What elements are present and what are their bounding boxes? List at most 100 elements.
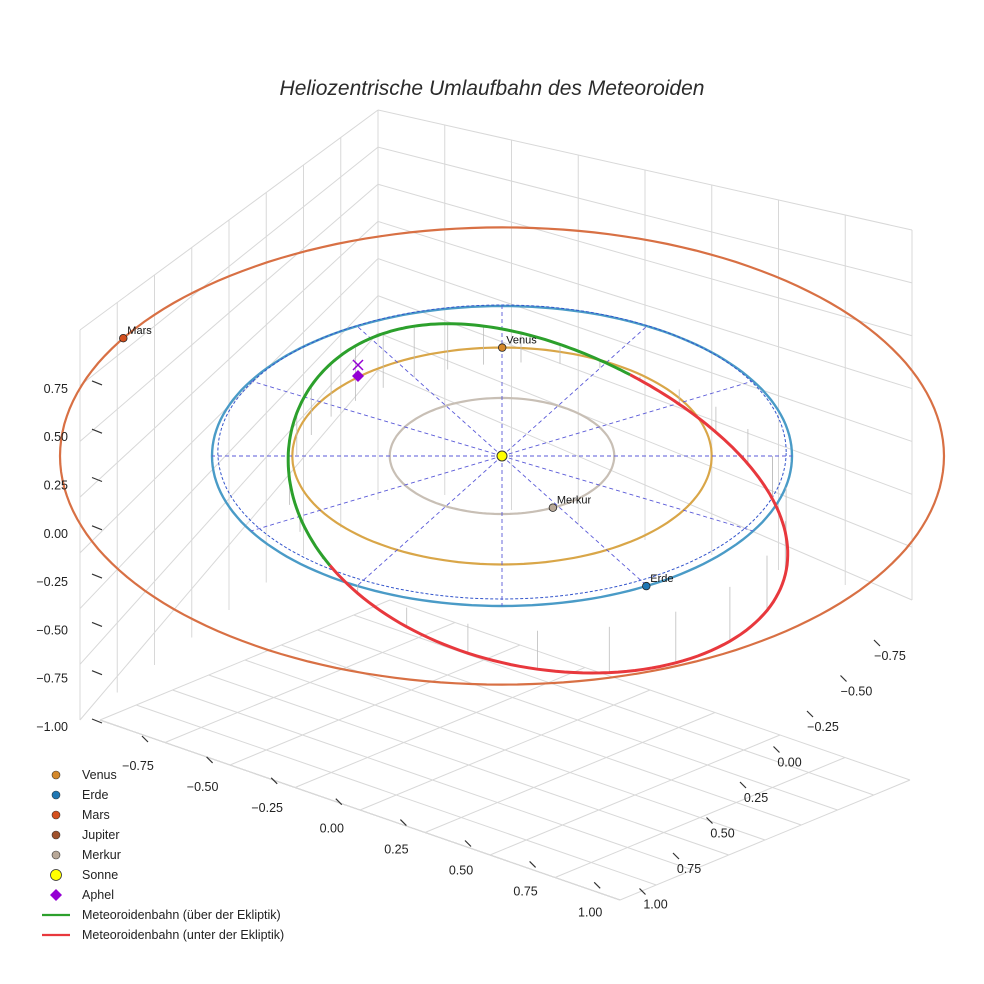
grid-line (389, 599, 911, 781)
legend-label: Jupiter (82, 828, 120, 842)
marker-merkur (548, 503, 558, 512)
spoke-line (501, 325, 648, 457)
x-tick-label: 0.75 (513, 884, 537, 898)
x-tick-mark (593, 881, 601, 889)
y-tick-mark (773, 746, 780, 753)
legend-swatch (50, 869, 62, 881)
legend-swatch (51, 830, 61, 840)
x-tick-mark (399, 819, 407, 827)
legend-swatch (51, 790, 61, 800)
meteoroid-orbit (286, 322, 790, 675)
x-tick-mark (270, 777, 278, 785)
legend-label: Meteoroidenbahn (über der Ekliptik) (82, 908, 281, 922)
z-tick-label: −0.50 (36, 623, 68, 637)
y-tick-label: −0.25 (807, 720, 839, 734)
y-tick-label: 0.50 (710, 827, 734, 841)
z-tick-label: −0.75 (36, 672, 68, 686)
x-tick-label: 0.25 (384, 843, 408, 857)
legend-swatch (51, 770, 61, 780)
x-tick-mark (335, 798, 343, 806)
grid-line (619, 779, 911, 901)
meteoroid-above-ecliptic (286, 322, 631, 567)
spoke-line (250, 380, 503, 457)
grid-line (317, 629, 838, 811)
orbit-reference-dashed (217, 304, 787, 600)
ecliptic-spokes (212, 306, 792, 606)
z-tick-mark (91, 718, 103, 724)
grid-line (424, 712, 716, 833)
y-tick-mark (706, 817, 713, 824)
x-tick-label: 1.00 (578, 905, 602, 919)
spoke-line (501, 455, 754, 532)
grid-line (281, 644, 802, 826)
z-tick-mark (91, 525, 103, 531)
x-tick-label: 0.50 (449, 864, 473, 878)
planet-markers: Venus Erde Mars Merkur (119, 325, 674, 591)
marker-aphel (352, 370, 364, 382)
legend-label: Aphel (82, 888, 114, 902)
y-tick-label: 0.00 (777, 756, 801, 770)
z-tick-mark (91, 621, 103, 627)
legend-label: Merkur (82, 848, 121, 862)
x-tick-label: −0.50 (187, 780, 219, 794)
legend-label: Venus (82, 768, 117, 782)
z-tick-mark (91, 380, 103, 386)
legend-label: Sonne (82, 868, 118, 882)
label-mars: Mars (127, 325, 152, 337)
y-tick-mark (806, 710, 814, 718)
y-tick-label: 0.75 (677, 862, 701, 876)
label-merkur: Merkur (557, 495, 592, 507)
z-tick-mark (91, 573, 103, 579)
z-tick-label: −0.25 (36, 575, 68, 589)
z-tick-label: 0.50 (44, 430, 68, 444)
z-tick-mark (91, 476, 103, 483)
y-axis-ticks: −0.75 −0.50 −0.25 0.00 0.25 0.50 0.75 1.00 (639, 639, 906, 912)
grid-line (489, 734, 781, 856)
x-axis-ticks: −0.75 −0.50 −0.25 0.00 0.25 0.50 0.75 1.00 (122, 735, 602, 919)
marker-mars (119, 334, 128, 343)
y-tick-label: −0.50 (841, 685, 873, 699)
legend-label: Erde (82, 788, 108, 802)
spoke-line (250, 455, 503, 532)
legend: Venus Erde Mars Jupiter Merkur Sonne Aphel Mete… (42, 768, 284, 942)
x-tick-label: −0.25 (251, 801, 283, 815)
y-tick-mark (672, 852, 680, 860)
spoke-line (501, 455, 648, 587)
legend-swatch (51, 810, 61, 820)
z-axis-ticks: −1.00 −0.75 −0.50 −0.25 0.00 0.25 0.50 0.75 (36, 380, 103, 734)
spoke-line (501, 380, 754, 457)
y-tick-label: 1.00 (643, 898, 667, 912)
y-tick-label: −0.75 (874, 649, 906, 663)
legend-label: Meteoroidenbahn (unter der Ekliptik) (82, 928, 284, 942)
y-tick-mark (873, 639, 881, 647)
grid-line (353, 614, 874, 796)
label-erde: Erde (650, 573, 673, 585)
z-tick-mark (91, 670, 103, 676)
grid-line (244, 659, 766, 841)
marker-erde (642, 581, 651, 591)
y-tick-mark (840, 675, 847, 682)
marker-sonne (496, 450, 508, 462)
y-tick-mark (739, 781, 747, 789)
orbit-mars (58, 226, 946, 686)
legend-swatch (51, 850, 61, 860)
z-tick-mark (91, 428, 103, 434)
spoke-line (356, 325, 503, 457)
z-tick-label: −1.00 (36, 720, 68, 734)
z-tick-label: 0.75 (44, 382, 68, 396)
label-venus: Venus (506, 335, 537, 347)
chart-title: Heliozentrische Umlaufbahn des Meteoroid… (280, 77, 705, 100)
meteoroid-below-ecliptic (328, 498, 790, 675)
z-tick-label: 0.00 (44, 527, 68, 541)
x-tick-label: 0.00 (320, 822, 344, 836)
meteoroid-below-ecliptic (629, 373, 774, 500)
spoke-line (356, 455, 503, 587)
x-tick-label: −0.75 (122, 759, 154, 773)
x-tick-mark (206, 756, 214, 764)
y-tick-mark (639, 888, 646, 895)
legend-swatch (50, 889, 62, 901)
x-tick-mark (529, 860, 537, 868)
x-tick-mark (141, 735, 149, 743)
grid-line (554, 757, 846, 878)
y-tick-label: 0.25 (744, 791, 768, 805)
